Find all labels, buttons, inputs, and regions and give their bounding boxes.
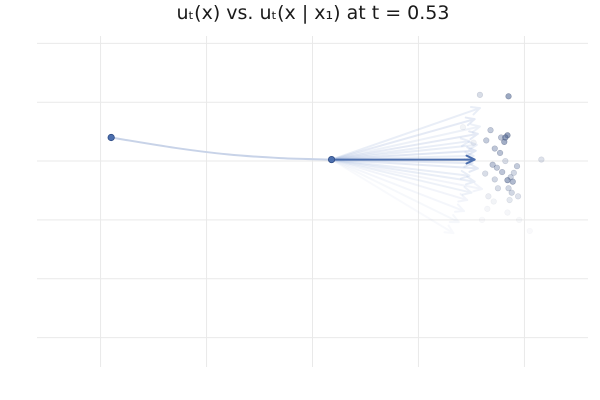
conditional-arrow-1-shaft [330, 118, 476, 161]
marginal-velocity-arrow-head [465, 154, 476, 165]
conditional-arrow-3-head [459, 137, 471, 148]
marginal-velocity-layer [330, 154, 476, 165]
sample-point-29 [504, 209, 511, 216]
conditional-arrow-7-shaft [330, 158, 471, 177]
conditional-arrow-15-head [443, 224, 455, 235]
conditional-arrow-14-shaft [330, 158, 460, 224]
sample-point-10 [489, 161, 496, 168]
points-layer [107, 133, 336, 164]
sample-point-24 [514, 193, 522, 200]
sample-point-23 [508, 189, 515, 196]
sample-point-17 [504, 177, 511, 184]
conditional-arrow-11-head [454, 203, 466, 213]
conditional-arrow-16-shaft [330, 143, 478, 161]
sample-point-15 [510, 169, 517, 176]
sample-point-33 [459, 124, 467, 131]
sample-point-26 [506, 196, 513, 204]
conditional-arrow-11-shaft [330, 158, 466, 213]
conditional-arrow-14 [330, 158, 460, 224]
conditional-arrow-4 [330, 146, 477, 161]
conditional-arrow-8 [330, 158, 476, 186]
conditional-arrow-3 [330, 137, 471, 161]
conditional-arrow-6-shaft [330, 158, 479, 170]
conditional-arrow-9-head [461, 185, 473, 196]
sample-point-14 [499, 168, 506, 176]
conditional-arrow-7 [330, 158, 471, 180]
trajectory-line [111, 136, 332, 161]
conditional-arrow-0-shaft [330, 107, 481, 161]
conditional-arrow-13 [330, 158, 484, 193]
sample-point-19 [482, 170, 489, 177]
conditional-arrow-3-shaft [330, 140, 471, 161]
grid-layer [37, 36, 588, 367]
sample-point-30 [484, 205, 491, 212]
start-point [107, 133, 115, 142]
conditional-arrow-8-shaft [330, 158, 476, 183]
sample-point-2 [487, 127, 494, 134]
sample-point-12 [502, 157, 509, 165]
sample-point-8 [491, 145, 498, 152]
conditional-arrow-12 [330, 123, 481, 161]
sample-point-35 [479, 217, 485, 223]
conditional-arrow-13-shaft [330, 158, 484, 190]
sample-point-25 [538, 156, 545, 163]
conditional-arrow-15 [330, 158, 455, 235]
conditional-arrow-4-shaft [330, 149, 477, 161]
current-point [327, 155, 336, 164]
trajectory-layer [111, 136, 332, 161]
conditional-arrow-9 [330, 158, 473, 196]
sample-point-18 [509, 178, 516, 185]
sample-point-21 [494, 185, 502, 192]
sample-point-11 [493, 164, 500, 171]
conditional-arrow-1-head [464, 116, 476, 127]
conditional-arrow-10-head [457, 192, 469, 203]
conditional-arrow-8-head [465, 175, 476, 186]
conditional-arrow-6 [330, 158, 479, 173]
conditional-arrow-2-head [468, 130, 479, 141]
sample-point-22 [505, 185, 512, 192]
conditional-arrow-7-head [459, 169, 471, 180]
conditional-arrow-12-head [470, 123, 481, 134]
sample-point-7 [501, 138, 508, 146]
conditional-arrow-9-shaft [330, 158, 473, 194]
sample-point-27 [485, 193, 492, 200]
sample-point-0 [505, 93, 512, 100]
sample-point-1 [476, 91, 484, 98]
sample-point-28 [490, 198, 497, 205]
sample-point-31 [516, 217, 522, 223]
marginal-velocity-arrow [330, 154, 476, 165]
sample-point-32 [470, 139, 477, 146]
sample-point-4 [483, 137, 490, 144]
sample-point-9 [496, 149, 504, 157]
conditional-arrow-4-head [466, 146, 477, 157]
conditional-arrow-2-shaft [330, 132, 479, 161]
conditional-arrow-16 [330, 140, 478, 161]
conditional-arrow-6-head [468, 163, 479, 173]
sample-point-34 [526, 228, 533, 234]
conditional-arrow-2 [330, 130, 479, 161]
conditional-velocity-layer [330, 106, 484, 235]
conditional-arrow-12-shaft [330, 125, 481, 161]
conditional-arrow-0 [330, 106, 481, 161]
conditional-arrow-11 [330, 158, 466, 213]
conditional-arrow-1 [330, 116, 476, 161]
conditional-arrow-0-head [469, 106, 481, 116]
samples-layer [459, 91, 545, 234]
conditional-arrow-10 [330, 158, 469, 203]
conditional-arrow-16-head [467, 140, 478, 151]
conditional-arrow-13-head [472, 182, 484, 193]
conditional-arrow-15-shaft [330, 158, 455, 235]
chart-title: uₜ(x) vs. uₜ(x | x₁) at t = 0.53 [177, 2, 450, 24]
sample-point-13 [513, 163, 521, 170]
conditional-arrow-14-head [448, 214, 460, 224]
conditional-arrow-10-shaft [330, 158, 469, 202]
sample-point-20 [491, 176, 498, 183]
